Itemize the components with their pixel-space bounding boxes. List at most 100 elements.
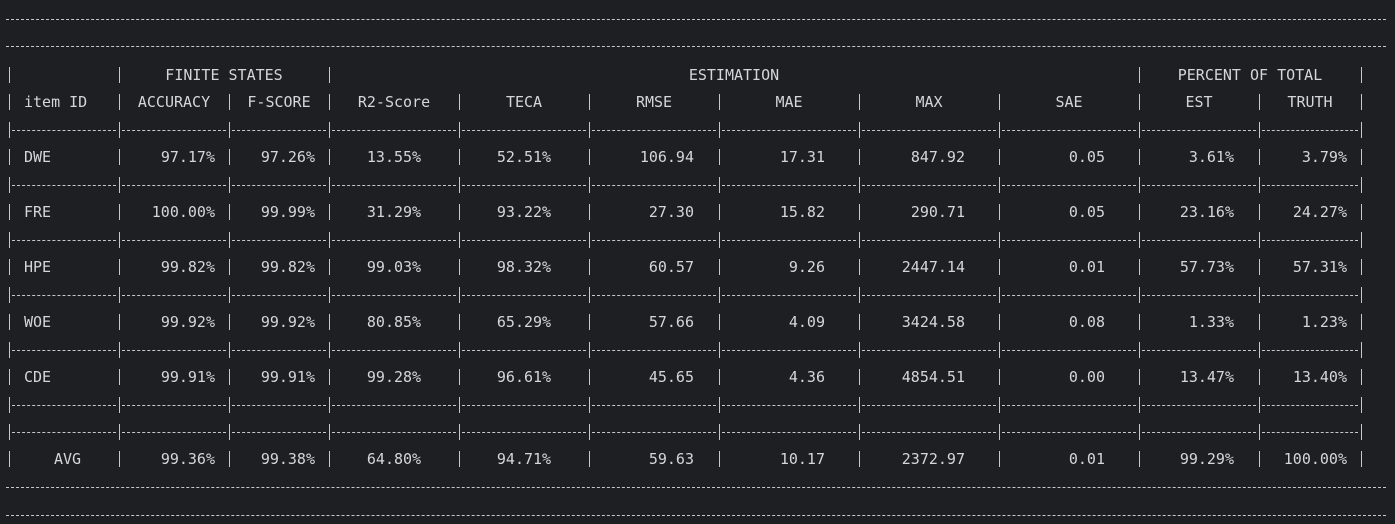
table-row-bar-0-5: [589, 149, 590, 165]
row-separator-4-5: [592, 350, 716, 351]
row-separator-bar-4-7: [859, 342, 860, 358]
table-row-4-cell-6: 4.36: [788, 368, 825, 386]
row-separator-4-8: [1002, 350, 1136, 351]
table-row-bar-4-9: [1139, 369, 1140, 385]
row-separator-0-2: [232, 130, 326, 131]
row-separator-bar-6-1: [119, 424, 120, 440]
table-row-3-cell-0: WOE: [24, 313, 52, 331]
table-row-3-cell-3: 80.85%: [366, 313, 422, 331]
table-row-bar-3-5: [589, 314, 590, 330]
table-row-1-cell-2: 99.99%: [260, 203, 315, 221]
row-separator-bar-3-1: [119, 287, 120, 303]
table-row-2-cell-2: 99.82%: [260, 258, 315, 276]
row-separator-4-10: [1262, 350, 1358, 351]
table-row-bar-0-7: [859, 149, 860, 165]
row-separator-bar-6-9: [1139, 424, 1140, 440]
avg-row-bar-8: [999, 451, 1000, 467]
table-row-1-cell-10: 24.27%: [1292, 203, 1347, 221]
row-separator-2-2: [232, 240, 326, 241]
row-separator-1-1: [122, 185, 226, 186]
row-separator-bar-0-7: [859, 122, 860, 138]
column-header-bar-5: [589, 94, 590, 110]
row-separator-bar-3-3: [329, 287, 330, 303]
row-separator-3-5: [592, 295, 716, 296]
table-row-bar-4-6: [719, 369, 720, 385]
table-row-0-cell-2: 97.26%: [260, 148, 315, 166]
table-row-2-cell-9: 57.73%: [1179, 258, 1234, 276]
row-separator-bar-4-8: [999, 342, 1000, 358]
table-row-4-cell-0: CDE: [24, 368, 52, 386]
table-row-bar-4-2: [229, 369, 230, 385]
table-row-bar-2-2: [229, 259, 230, 275]
table-row-bar-3-0: [9, 314, 10, 330]
row-separator-bar-4-3: [329, 342, 330, 358]
row-separator-3-2: [232, 295, 326, 296]
table-row-3-cell-5: 57.66: [648, 313, 694, 331]
column-header-3: R2-Score: [357, 93, 431, 111]
table-row-bar-0-8: [999, 149, 1000, 165]
table-row-2-cell-8: 0.01: [1068, 258, 1105, 276]
table-row-4-cell-4: 96.61%: [496, 368, 552, 386]
avg-row-bar-1: [119, 451, 120, 467]
table-row-2-cell-4: 98.32%: [496, 258, 552, 276]
row-separator-bar-4-9: [1139, 342, 1140, 358]
column-header-1: ACCURACY: [137, 93, 211, 111]
row-separator-2-5: [592, 240, 716, 241]
column-header-bar-11: [1361, 94, 1362, 110]
table-row-4-cell-1: 99.91%: [160, 368, 215, 386]
row-separator-bar-5-7: [859, 397, 860, 413]
row-separator-3-6: [722, 295, 856, 296]
row-separator-4-9: [1142, 350, 1256, 351]
table-row-1-cell-6: 15.82: [779, 203, 825, 221]
bottom-separator-1: [6, 487, 1386, 488]
table-row-bar-2-9: [1139, 259, 1140, 275]
table-row-bar-0-10: [1259, 149, 1260, 165]
row-separator-bar-0-3: [329, 122, 330, 138]
row-separator-5-0: [12, 405, 116, 406]
row-separator-0-4: [462, 130, 586, 131]
table-row-3-cell-4: 65.29%: [496, 313, 552, 331]
avg-row-cell-6: 10.17: [779, 450, 825, 468]
row-separator-bar-1-0: [9, 177, 10, 193]
table-row-3-cell-7: 3424.58: [901, 313, 965, 331]
table-row-3-cell-8: 0.08: [1068, 313, 1105, 331]
row-separator-bar-0-4: [459, 122, 460, 138]
table-row-4-cell-10: 13.40%: [1292, 368, 1347, 386]
column-header-7: MAX: [915, 93, 943, 111]
row-separator-bar-6-2: [229, 424, 230, 440]
row-separator-bar-3-11: [1361, 287, 1362, 303]
column-header-bar-6: [719, 94, 720, 110]
row-separator-bar-4-0: [9, 342, 10, 358]
table-row-3-cell-2: 99.92%: [260, 313, 315, 331]
row-separator-bar-0-2: [229, 122, 230, 138]
row-separator-4-2: [232, 350, 326, 351]
bottom-separator-2: [6, 515, 1386, 516]
table-row-bar-4-4: [459, 369, 460, 385]
row-separator-0-9: [1142, 130, 1256, 131]
row-separator-bar-2-3: [329, 232, 330, 248]
table-row-bar-3-2: [229, 314, 230, 330]
row-separator-bar-0-0: [9, 122, 10, 138]
avg-row-cell-3: 64.80%: [366, 450, 422, 468]
row-separator-1-0: [12, 185, 116, 186]
column-header-bar-4: [459, 94, 460, 110]
table-row-4-cell-7: 4854.51: [901, 368, 965, 386]
row-separator-bar-5-0: [9, 397, 10, 413]
row-separator-bar-1-10: [1259, 177, 1260, 193]
row-separator-bar-6-10: [1259, 424, 1260, 440]
row-separator-0-3: [332, 130, 456, 131]
row-separator-1-6: [722, 185, 856, 186]
row-separator-bar-0-10: [1259, 122, 1260, 138]
column-header-0: item ID: [24, 93, 88, 111]
row-separator-bar-5-5: [589, 397, 590, 413]
table-row-bar-3-8: [999, 314, 1000, 330]
avg-row-cell-8: 0.01: [1068, 450, 1105, 468]
row-separator-bar-1-4: [459, 177, 460, 193]
row-separator-bar-0-5: [589, 122, 590, 138]
column-header-8: SAE: [1055, 93, 1083, 111]
row-separator-4-1: [122, 350, 226, 351]
row-separator-bar-3-4: [459, 287, 460, 303]
table-row-bar-4-0: [9, 369, 10, 385]
avg-row-bar-6: [719, 451, 720, 467]
table-row-bar-2-10: [1259, 259, 1260, 275]
